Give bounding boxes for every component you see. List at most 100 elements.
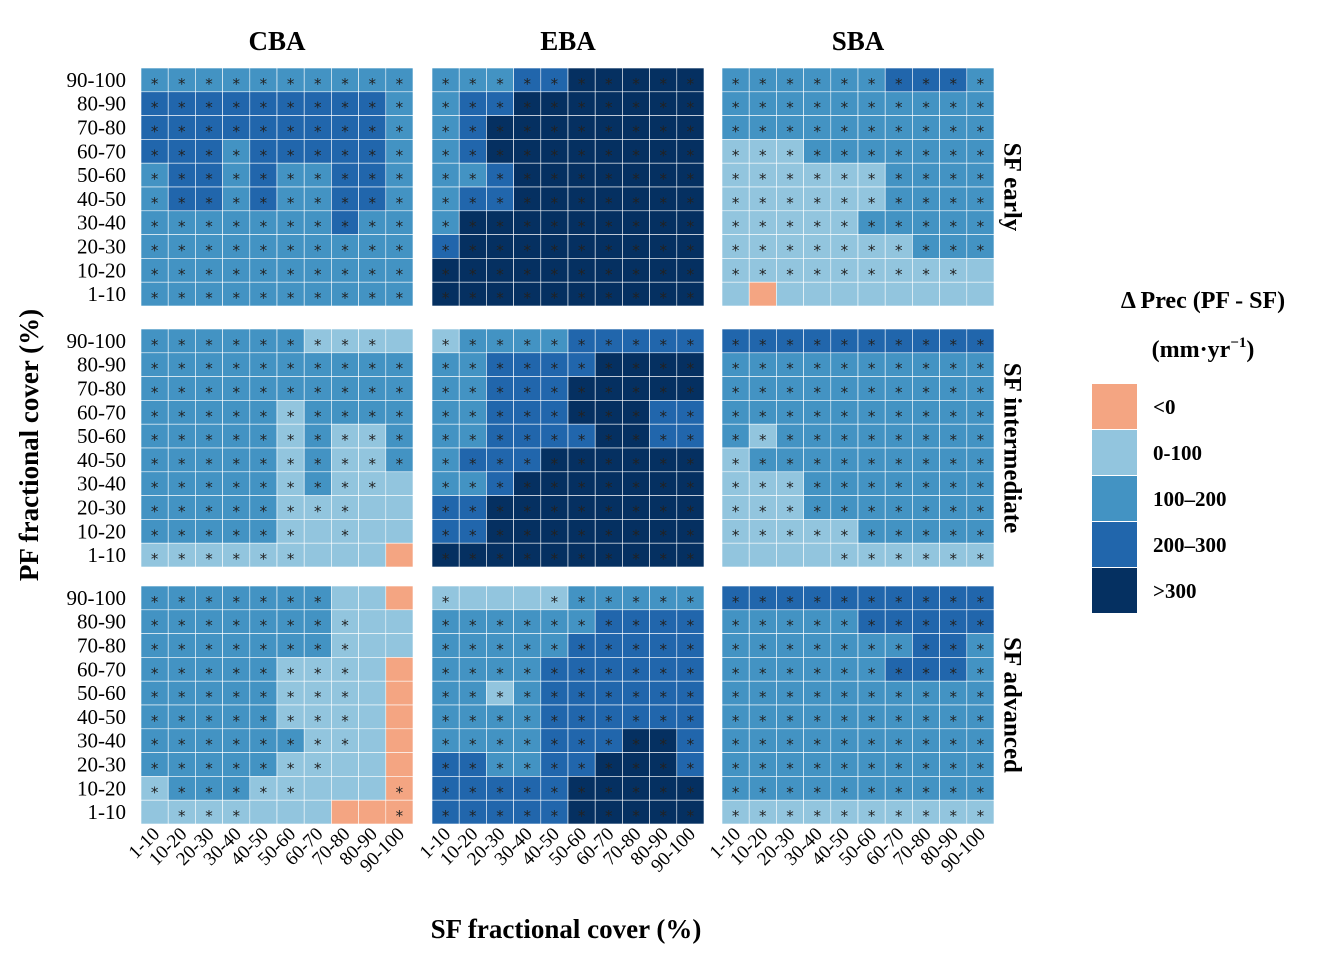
- significance-marker: *: [632, 431, 640, 449]
- heatmap-cell: [385, 585, 414, 611]
- y-tick-label: 90-100: [67, 68, 127, 92]
- significance-marker: *: [341, 384, 349, 402]
- significance-marker: *: [442, 431, 450, 449]
- significance-marker: *: [922, 431, 930, 449]
- significance-marker: *: [178, 617, 186, 635]
- significance-marker: *: [732, 99, 740, 117]
- significance-marker: *: [287, 384, 295, 402]
- significance-marker: *: [687, 194, 695, 212]
- significance-marker: *: [314, 455, 322, 473]
- significance-marker: *: [396, 289, 404, 307]
- significance-marker: *: [605, 783, 613, 801]
- significance-marker: *: [232, 123, 240, 141]
- significance-marker: *: [523, 99, 531, 117]
- significance-marker: *: [178, 455, 186, 473]
- significance-marker: *: [341, 218, 349, 236]
- significance-marker: *: [205, 593, 213, 611]
- heatmap-cell: [803, 542, 832, 568]
- significance-marker: *: [977, 479, 985, 497]
- significance-marker: *: [786, 146, 794, 164]
- significance-marker: *: [922, 146, 930, 164]
- significance-marker: *: [922, 336, 930, 354]
- significance-marker: *: [205, 289, 213, 307]
- significance-marker: *: [341, 99, 349, 117]
- significance-marker: *: [732, 431, 740, 449]
- significance-marker: *: [151, 479, 159, 497]
- significance-marker: *: [523, 712, 531, 730]
- significance-marker: *: [578, 807, 586, 825]
- significance-marker: *: [632, 503, 640, 521]
- significance-marker: *: [551, 479, 559, 497]
- significance-marker: *: [895, 455, 903, 473]
- significance-marker: *: [314, 641, 322, 659]
- significance-marker: *: [868, 99, 876, 117]
- heatmap-cell: [676, 542, 705, 568]
- significance-marker: *: [396, 807, 404, 825]
- heatmap-cell: [385, 728, 414, 753]
- significance-marker: *: [523, 123, 531, 141]
- significance-marker: *: [205, 99, 213, 117]
- significance-marker: *: [759, 526, 767, 544]
- significance-marker: *: [469, 431, 477, 449]
- significance-marker: *: [868, 146, 876, 164]
- significance-marker: *: [442, 194, 450, 212]
- significance-marker: *: [205, 641, 213, 659]
- significance-marker: *: [178, 407, 186, 425]
- significance-marker: *: [605, 99, 613, 117]
- significance-marker: *: [442, 146, 450, 164]
- significance-marker: *: [732, 146, 740, 164]
- significance-marker: *: [632, 265, 640, 283]
- panel-cba-sf-intermediate: * * * * * * * * * * * * * * * * * * * * * * * * * * * * * * * * * * * * * * * *…: [140, 328, 414, 568]
- significance-marker: *: [178, 242, 186, 260]
- significance-marker: *: [813, 194, 821, 212]
- significance-marker: *: [922, 455, 930, 473]
- significance-marker: *: [895, 736, 903, 754]
- significance-marker: *: [205, 807, 213, 825]
- significance-marker: *: [687, 550, 695, 568]
- row-strip-sf-advanced: SF advanced: [998, 637, 1025, 773]
- significance-marker: *: [813, 170, 821, 188]
- significance-marker: *: [977, 526, 985, 544]
- significance-marker: *: [659, 218, 667, 236]
- significance-marker: *: [632, 760, 640, 778]
- significance-marker: *: [605, 503, 613, 521]
- heatmap-cell: [939, 281, 968, 307]
- significance-marker: *: [786, 123, 794, 141]
- significance-marker: *: [442, 336, 450, 354]
- significance-marker: *: [442, 99, 450, 117]
- significance-marker: *: [178, 218, 186, 236]
- significance-marker: *: [178, 593, 186, 611]
- significance-marker: *: [368, 170, 376, 188]
- significance-marker: *: [977, 123, 985, 141]
- significance-marker: *: [949, 431, 957, 449]
- significance-marker: *: [687, 783, 695, 801]
- significance-marker: *: [469, 194, 477, 212]
- significance-marker: *: [605, 75, 613, 93]
- significance-marker: *: [496, 360, 504, 378]
- significance-marker: *: [232, 146, 240, 164]
- significance-marker: *: [659, 407, 667, 425]
- significance-marker: *: [341, 265, 349, 283]
- significance-marker: *: [232, 736, 240, 754]
- significance-marker: *: [605, 360, 613, 378]
- significance-marker: *: [396, 123, 404, 141]
- significance-marker: *: [232, 526, 240, 544]
- significance-marker: *: [442, 641, 450, 659]
- significance-marker: *: [523, 75, 531, 93]
- significance-marker: *: [813, 736, 821, 754]
- panel-eba-sf-intermediate: * * * * * * * * * * * * * * * * * * * * * * * * * * * * * * * * * * * * * * * *…: [431, 328, 705, 568]
- significance-marker: *: [841, 218, 849, 236]
- significance-marker: *: [496, 384, 504, 402]
- heatmap-cell: [676, 799, 705, 825]
- significance-marker: *: [868, 783, 876, 801]
- heatmap-cell: [385, 281, 414, 307]
- significance-marker: *: [469, 170, 477, 188]
- significance-marker: *: [287, 75, 295, 93]
- significance-marker: *: [205, 688, 213, 706]
- significance-marker: *: [841, 384, 849, 402]
- significance-marker: *: [442, 664, 450, 682]
- significance-marker: *: [841, 360, 849, 378]
- significance-marker: *: [341, 431, 349, 449]
- significance-marker: *: [578, 218, 586, 236]
- significance-marker: *: [523, 242, 531, 260]
